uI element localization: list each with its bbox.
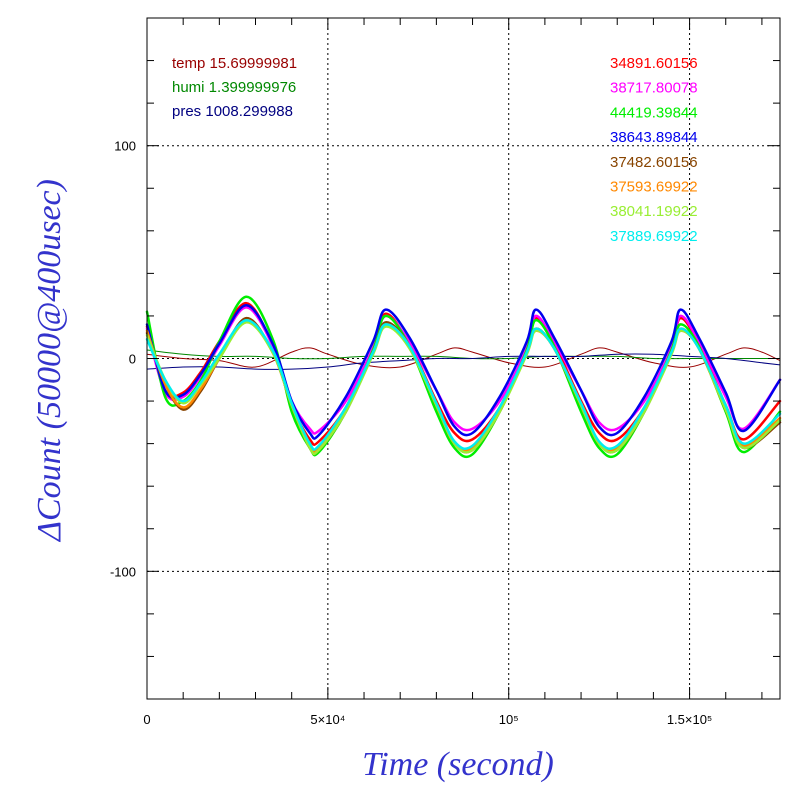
legend-entry: 37593.69922	[610, 179, 698, 196]
x-tick-label: 0	[143, 712, 150, 727]
x-tick-label: 5×10⁴	[310, 712, 345, 727]
x-axis-title: Time (second)	[362, 746, 554, 783]
legend-entry: 38717.80078	[610, 80, 698, 97]
y-tick-label: 100	[114, 139, 136, 154]
legend-entry: humi 1.399999976	[172, 79, 296, 96]
legend-entry: 34891.60156	[610, 55, 698, 72]
legend-entry: 37482.60156	[610, 154, 698, 171]
legend-entry: pres 1008.299988	[172, 103, 293, 120]
legend-layer: temp 15.69999981 humi 1.399999976 pres 100…	[172, 55, 698, 245]
legend-entry: 38041.19922	[610, 203, 698, 220]
y-tick-label: 0	[129, 352, 136, 367]
legend-entry: 37889.69922	[610, 228, 698, 245]
series-line	[146, 347, 781, 369]
tick-layer	[146, 17, 780, 700]
series-line	[145, 304, 782, 440]
legend-entry: 44419.39844	[610, 104, 698, 121]
x-tick-label: 10⁵	[499, 712, 519, 727]
series-line	[145, 318, 782, 451]
legend-entry: temp 15.69999981	[172, 55, 297, 72]
series-line	[146, 353, 781, 370]
y-axis-title: ΔCount (50000@400usec)	[31, 179, 68, 543]
x-tick-label: 1.5×10⁵	[667, 712, 713, 727]
y-tick-label: -100	[110, 564, 136, 579]
legend-entry: 38643.89844	[610, 129, 698, 146]
series-layer	[145, 295, 782, 459]
tick-label-layer: 0 5×10⁴ 10⁵ 1.5×10⁵ 100 0 -100	[110, 139, 712, 727]
